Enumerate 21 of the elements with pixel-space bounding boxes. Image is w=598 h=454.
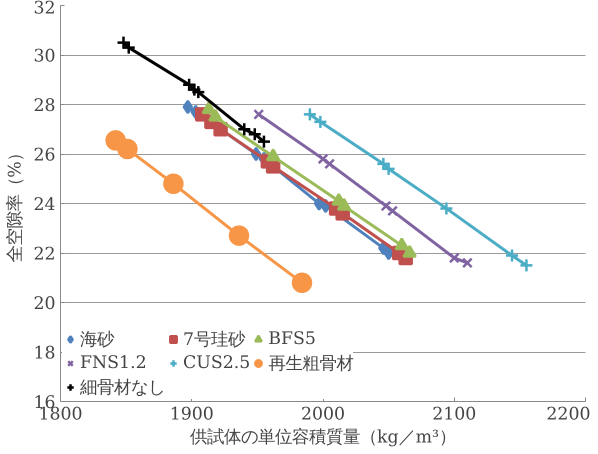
y-tick-label: 18 (33, 344, 56, 364)
y-tick-label: 24 (33, 195, 56, 215)
legend-label: CUS2.5 (183, 353, 250, 373)
legend-label: 海砂 (80, 329, 114, 351)
y-axis-title: 全空隙率（%） (5, 144, 26, 263)
legend-label: 7号珪砂 (183, 329, 246, 351)
x-tick-label: 2100 (432, 404, 476, 424)
x-tick-label: 2200 (546, 404, 591, 424)
x-tick-label: 2000 (300, 404, 346, 424)
legend-label: FNS1.2 (80, 353, 147, 373)
x-tick-label: 1900 (170, 404, 214, 424)
y-tick-label: 26 (33, 146, 56, 166)
y-tick-label: 20 (33, 294, 56, 314)
legend-label: 細骨材なし (80, 377, 165, 399)
y-tick-label: 32 (33, 0, 56, 18)
y-tick-label: 28 (33, 96, 56, 116)
legend-label: 再生粗骨材 (268, 353, 354, 375)
legend-label: BFS5 (268, 329, 316, 349)
y-tick-label: 30 (33, 46, 56, 66)
x-axis-title: 供試体の単位容積質量（kg／m³） (190, 428, 456, 448)
y-tick-label: 22 (33, 244, 56, 264)
